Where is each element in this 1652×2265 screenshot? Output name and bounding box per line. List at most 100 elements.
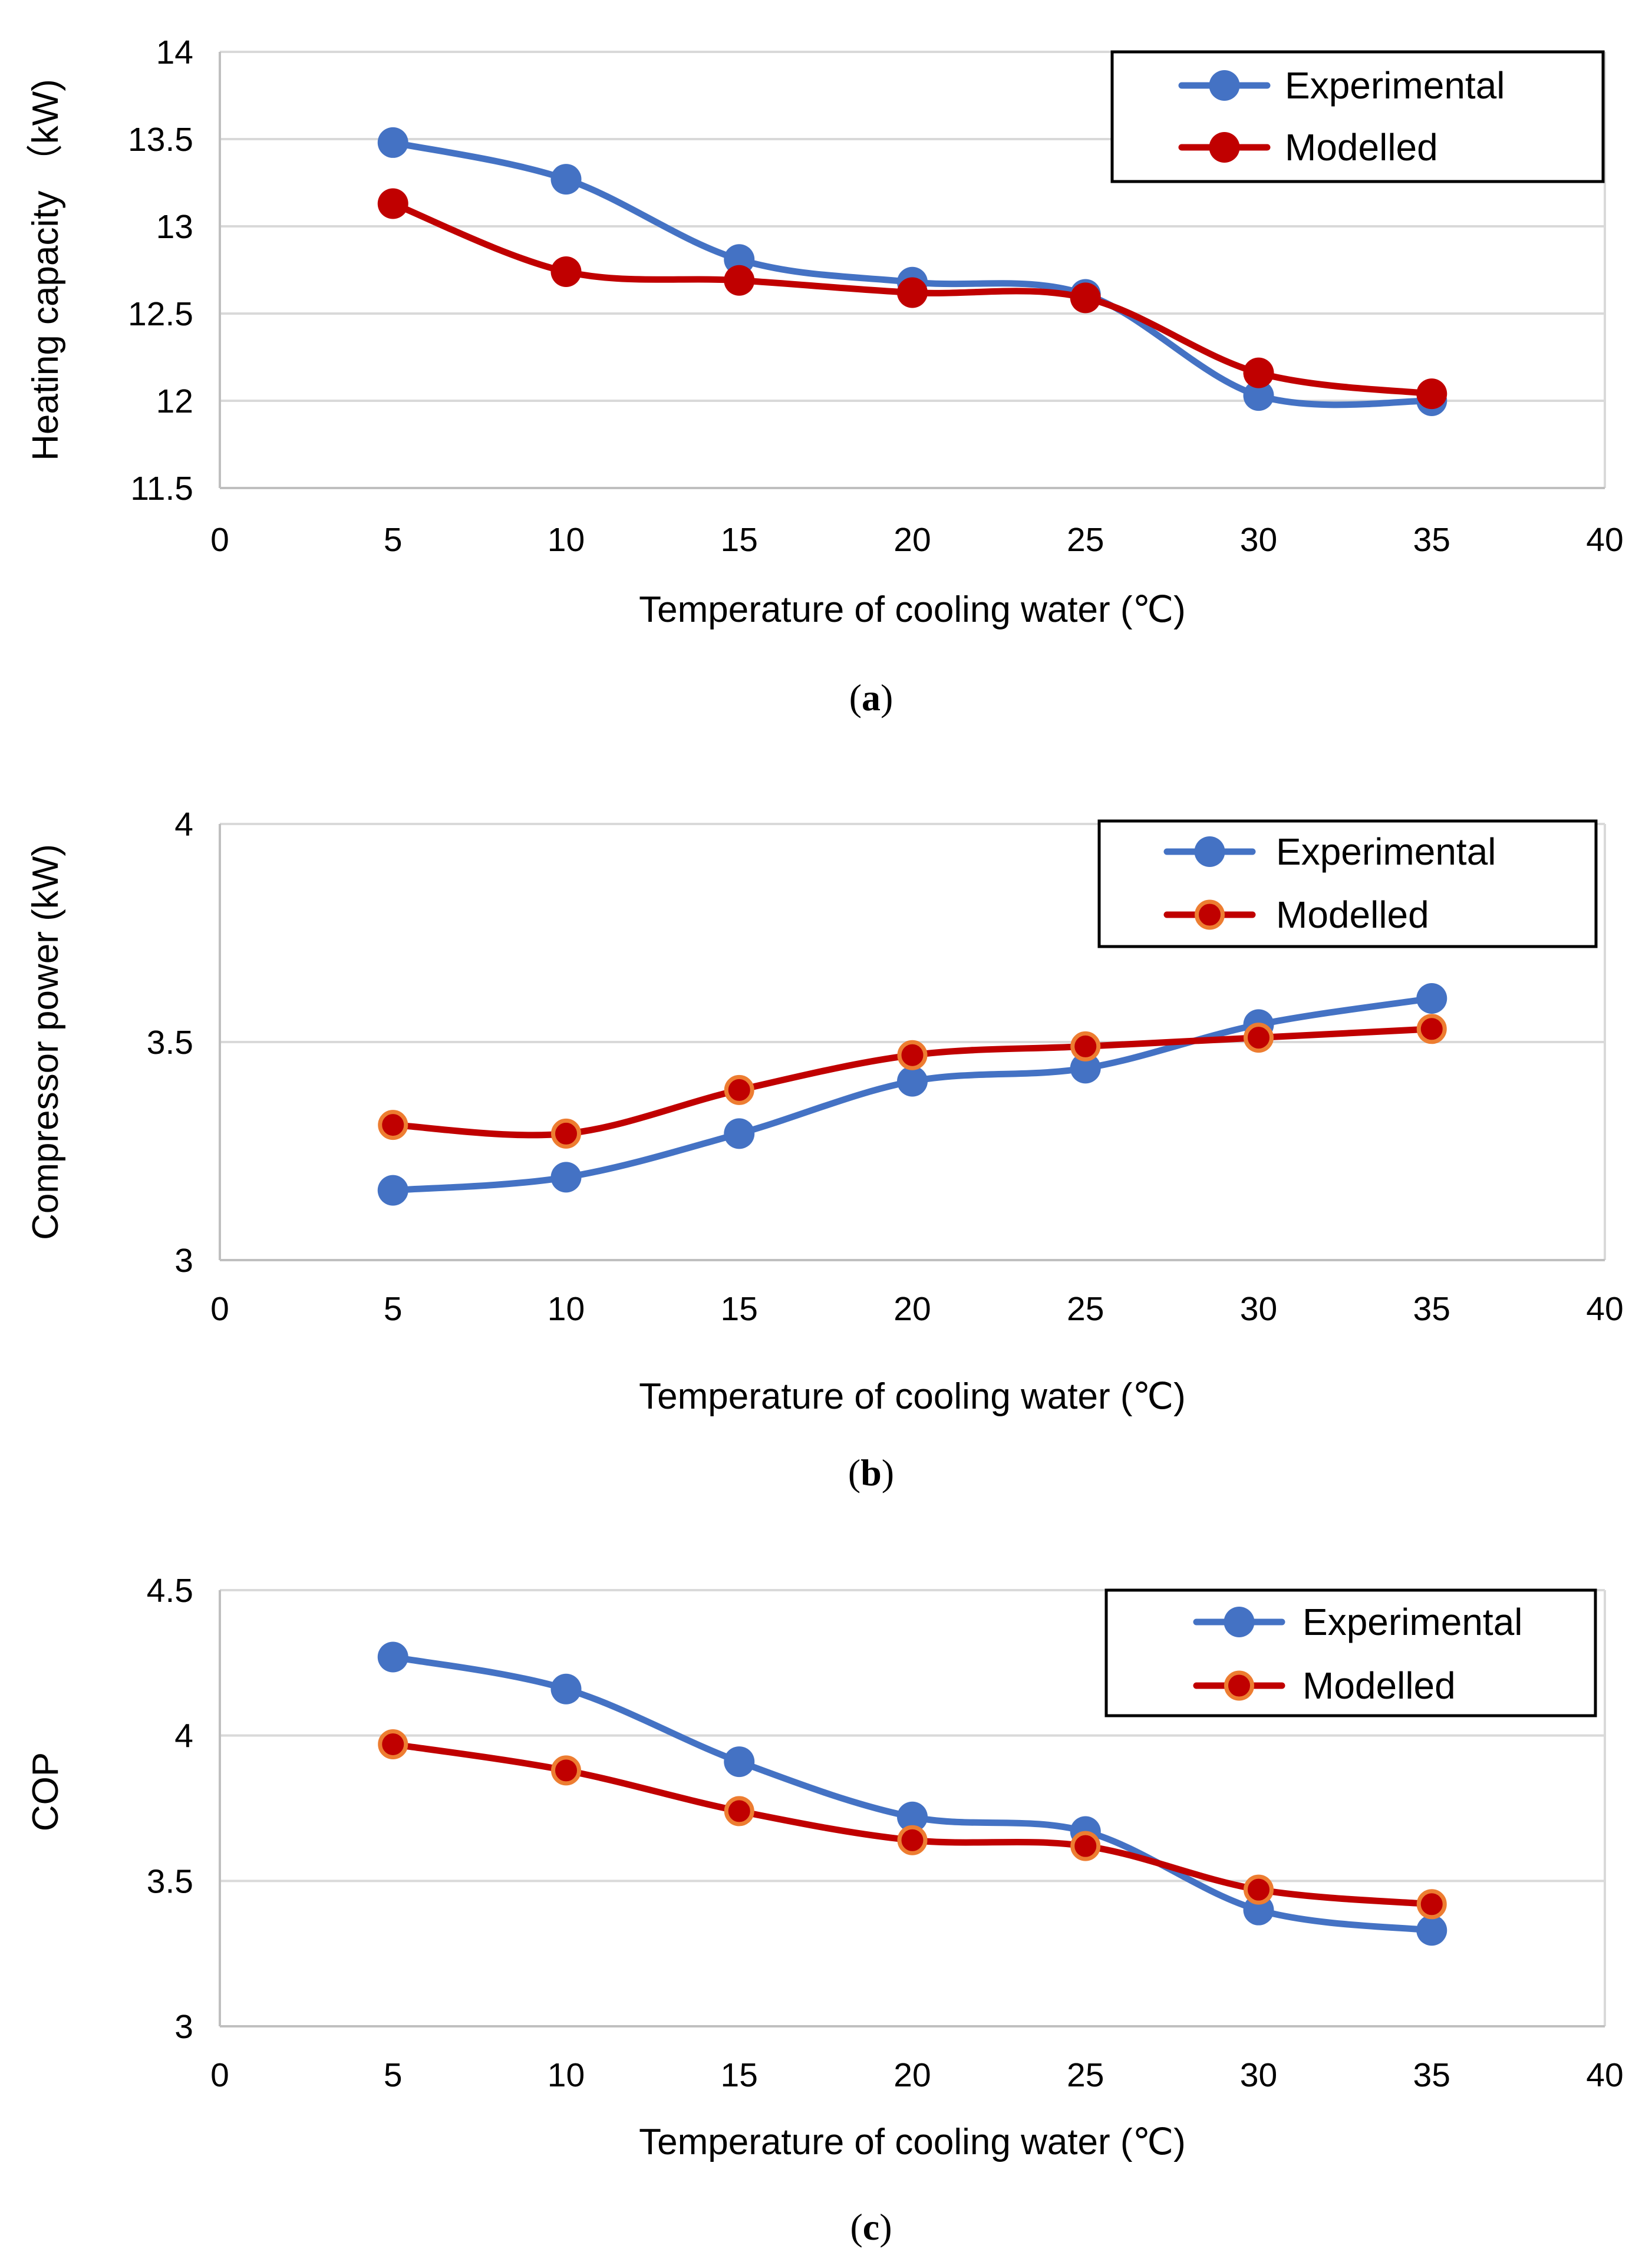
legend-box bbox=[1097, 819, 1598, 948]
data-point-modelled bbox=[724, 1796, 754, 1826]
x-tick-label: 30 bbox=[1240, 1290, 1277, 1328]
data-point-modelled bbox=[378, 1110, 408, 1140]
y-axis-title: COP bbox=[25, 1752, 66, 1831]
data-point-modelled bbox=[1416, 1014, 1447, 1044]
data-point-modelled bbox=[1070, 1031, 1101, 1061]
x-axis-title: Temperature of cooling water (℃) bbox=[639, 1376, 1186, 1417]
data-point-modelled bbox=[1070, 282, 1101, 314]
y-tick-label: 4 bbox=[174, 1717, 193, 1755]
x-tick-label: 10 bbox=[548, 1290, 585, 1328]
x-tick-label: 35 bbox=[1413, 521, 1450, 559]
x-tick-label: 35 bbox=[1413, 1290, 1450, 1328]
x-tick-label: 35 bbox=[1413, 2056, 1450, 2094]
panel-caption: (c) bbox=[850, 2206, 892, 2248]
data-point-modelled bbox=[1244, 1023, 1274, 1053]
x-tick-label: 25 bbox=[1067, 521, 1104, 559]
data-point-experimental bbox=[1070, 1053, 1101, 1084]
legend-swatch-marker bbox=[1209, 70, 1240, 101]
legend-swatch-marker bbox=[1224, 1670, 1254, 1701]
y-tick-label: 11.5 bbox=[130, 470, 193, 507]
y-tick-label: 14 bbox=[156, 34, 193, 71]
x-tick-label: 5 bbox=[384, 521, 403, 559]
data-point-modelled bbox=[1070, 1831, 1101, 1861]
x-tick-label: 15 bbox=[721, 521, 758, 559]
x-tick-label: 30 bbox=[1240, 2056, 1277, 2094]
data-point-experimental bbox=[550, 164, 582, 195]
panel-caption-letter: a bbox=[862, 677, 881, 718]
legend-label-experimental: Experimental bbox=[1285, 64, 1505, 107]
data-point-experimental bbox=[377, 127, 408, 158]
legend-swatch-marker bbox=[1209, 132, 1240, 163]
legend-box bbox=[1110, 50, 1605, 183]
x-tick-label: 5 bbox=[384, 1290, 403, 1328]
x-axis-title: Temperature of cooling water (℃) bbox=[639, 589, 1186, 630]
data-point-modelled bbox=[1243, 357, 1274, 388]
y-tick-label: 12.5 bbox=[128, 295, 193, 333]
legend-swatch-marker bbox=[1195, 899, 1225, 930]
y-tick-label: 13 bbox=[156, 208, 193, 246]
x-tick-label: 20 bbox=[893, 2056, 931, 2094]
x-tick-label: 40 bbox=[1586, 521, 1623, 559]
data-point-modelled bbox=[377, 188, 408, 219]
x-tick-label: 15 bbox=[721, 2056, 758, 2094]
data-point-modelled bbox=[724, 265, 755, 296]
data-point-experimental bbox=[377, 1175, 408, 1206]
y-tick-label: 3 bbox=[174, 2008, 193, 2046]
data-point-modelled bbox=[551, 1118, 581, 1149]
y-tick-label: 12 bbox=[156, 383, 193, 420]
data-point-experimental bbox=[897, 1801, 928, 1832]
x-tick-label: 0 bbox=[210, 1290, 229, 1328]
data-point-modelled bbox=[550, 256, 582, 287]
x-tick-label: 40 bbox=[1586, 2056, 1623, 2094]
panel-caption: (a) bbox=[849, 677, 893, 718]
data-point-modelled bbox=[897, 1040, 928, 1070]
legend-label-modelled: Modelled bbox=[1285, 126, 1438, 169]
x-tick-label: 20 bbox=[893, 1290, 931, 1328]
data-point-experimental bbox=[1416, 983, 1447, 1014]
y-axis-title: Heating capacity （kW) bbox=[25, 79, 66, 461]
x-tick-label: 10 bbox=[548, 2056, 585, 2094]
x-tick-label: 25 bbox=[1067, 2056, 1104, 2094]
data-point-modelled bbox=[378, 1729, 408, 1759]
chart-panel-c: 3 3.5 4 4.5 0 5 10 15 20 25 30 35 40 Temperature of c… bbox=[25, 1572, 1624, 2248]
data-point-modelled bbox=[551, 1755, 581, 1786]
y-tick-label: 4 bbox=[174, 806, 193, 843]
legend-swatch-marker bbox=[1224, 1607, 1255, 1637]
panel-caption-letter: b bbox=[860, 1452, 882, 1493]
data-point-modelled bbox=[724, 1074, 754, 1105]
data-point-modelled bbox=[1416, 378, 1447, 410]
y-tick-label: 4.5 bbox=[147, 1572, 193, 1610]
data-point-experimental bbox=[550, 1162, 582, 1193]
data-point-experimental bbox=[724, 244, 755, 275]
x-axis-title: Temperature of cooling water (℃) bbox=[639, 2122, 1186, 2162]
data-point-modelled bbox=[897, 277, 928, 308]
data-point-experimental bbox=[724, 1118, 755, 1149]
y-axis-title: Compressor power (kW) bbox=[25, 844, 66, 1240]
legend-label-experimental: Experimental bbox=[1276, 830, 1496, 873]
panel-caption-letter: c bbox=[863, 2206, 879, 2248]
data-point-modelled bbox=[1244, 1874, 1274, 1905]
data-point-experimental bbox=[724, 1746, 755, 1778]
x-tick-label: 20 bbox=[893, 521, 931, 559]
legend: Experimental Modelled bbox=[1097, 819, 1598, 948]
x-tick-label: 15 bbox=[721, 1290, 758, 1328]
legend-box bbox=[1104, 1588, 1597, 1717]
legend: Experimental Modelled bbox=[1110, 50, 1605, 183]
x-tick-label: 30 bbox=[1240, 521, 1277, 559]
x-tick-label: 5 bbox=[384, 2056, 403, 2094]
x-tick-label: 0 bbox=[210, 521, 229, 559]
data-point-experimental bbox=[1243, 380, 1274, 411]
panel-caption: (b) bbox=[848, 1452, 894, 1493]
chart-panel-a: 11.5 12 12.5 13 13.5 14 0 5 10 15 20 25 30 35 40 Temper… bbox=[25, 34, 1624, 718]
y-tick-label: 3 bbox=[174, 1242, 193, 1280]
y-tick-label: 3.5 bbox=[147, 1862, 193, 1900]
data-point-experimental bbox=[550, 1673, 582, 1704]
x-tick-label: 10 bbox=[548, 521, 585, 559]
data-point-experimental bbox=[377, 1641, 408, 1673]
x-tick-label: 0 bbox=[210, 2056, 229, 2094]
legend-label-modelled: Modelled bbox=[1303, 1664, 1456, 1707]
legend: Experimental Modelled bbox=[1104, 1588, 1597, 1717]
x-tick-label: 25 bbox=[1067, 1290, 1104, 1328]
